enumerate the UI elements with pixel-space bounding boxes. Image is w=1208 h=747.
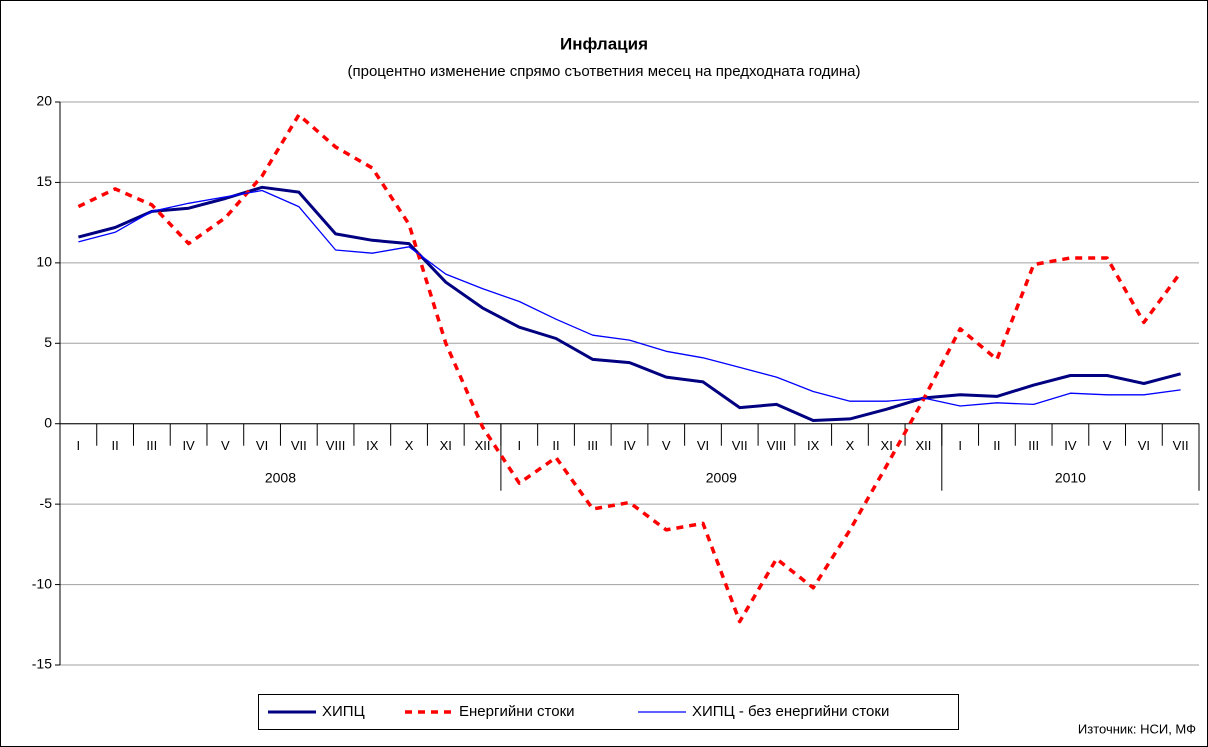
- x-tick-label: IX: [807, 438, 820, 453]
- x-tick-label: XI: [440, 438, 452, 453]
- x-tick-label: II: [993, 438, 1000, 453]
- legend-box: [258, 694, 959, 730]
- x-tick-label: X: [846, 438, 855, 453]
- x-tick-label: IV: [182, 438, 195, 453]
- x-tick-label: I: [517, 438, 521, 453]
- x-tick-label: II: [552, 438, 559, 453]
- x-tick-label: XII: [915, 438, 931, 453]
- x-tick-label: XI: [881, 438, 893, 453]
- x-tick-label: VIII: [767, 438, 787, 453]
- x-tick-label: VII: [732, 438, 748, 453]
- legend-label: ХИПЦ - без енергийни стоки: [692, 703, 889, 720]
- x-tick-label: VI: [256, 438, 268, 453]
- x-tick-label: VIII: [326, 438, 346, 453]
- series-line: [78, 189, 1181, 407]
- x-tick-label: IV: [1064, 438, 1077, 453]
- series-line: [77, 113, 1183, 624]
- x-tick-label: V: [221, 438, 230, 453]
- group-label: 2010: [1055, 469, 1086, 485]
- x-tick-label: IX: [366, 438, 379, 453]
- x-tick-label: II: [111, 438, 118, 453]
- x-tick-label: III: [1028, 438, 1039, 453]
- x-tick-label: VI: [697, 438, 709, 453]
- x-tick-label: I: [77, 438, 81, 453]
- group-label: 2008: [265, 469, 296, 485]
- x-tick-label: III: [146, 438, 157, 453]
- series-line: [78, 185, 1181, 422]
- x-tick-label: VII: [291, 438, 307, 453]
- x-tick-label: X: [405, 438, 414, 453]
- y-tick-label: 15: [36, 173, 52, 189]
- x-tick-label: VI: [1138, 438, 1150, 453]
- y-tick-label: 10: [36, 254, 52, 270]
- x-tick-label: III: [587, 438, 598, 453]
- y-tick-label: 5: [44, 334, 52, 350]
- x-tick-label: XII: [475, 438, 491, 453]
- y-tick-label: 20: [36, 93, 52, 109]
- y-tick-label: -5: [40, 495, 53, 511]
- chart-title: Инфлация: [560, 34, 648, 53]
- y-tick-label: 0: [44, 414, 52, 430]
- group-label: 2009: [706, 469, 737, 485]
- chart-subtitle: (процентно изменение спрямо съответния м…: [348, 63, 861, 80]
- x-tick-label: IV: [623, 438, 636, 453]
- legend-label: ХИПЦ: [322, 703, 365, 720]
- x-tick-label: V: [1103, 438, 1112, 453]
- legend-label: Енергийни стоки: [459, 703, 575, 720]
- y-tick-label: -15: [32, 656, 52, 672]
- x-tick-label: V: [662, 438, 671, 453]
- source-note: Източник: НСИ, МФ: [1078, 721, 1196, 736]
- x-tick-label: VII: [1173, 438, 1189, 453]
- y-tick-label: -10: [32, 575, 52, 591]
- x-tick-label: I: [958, 438, 962, 453]
